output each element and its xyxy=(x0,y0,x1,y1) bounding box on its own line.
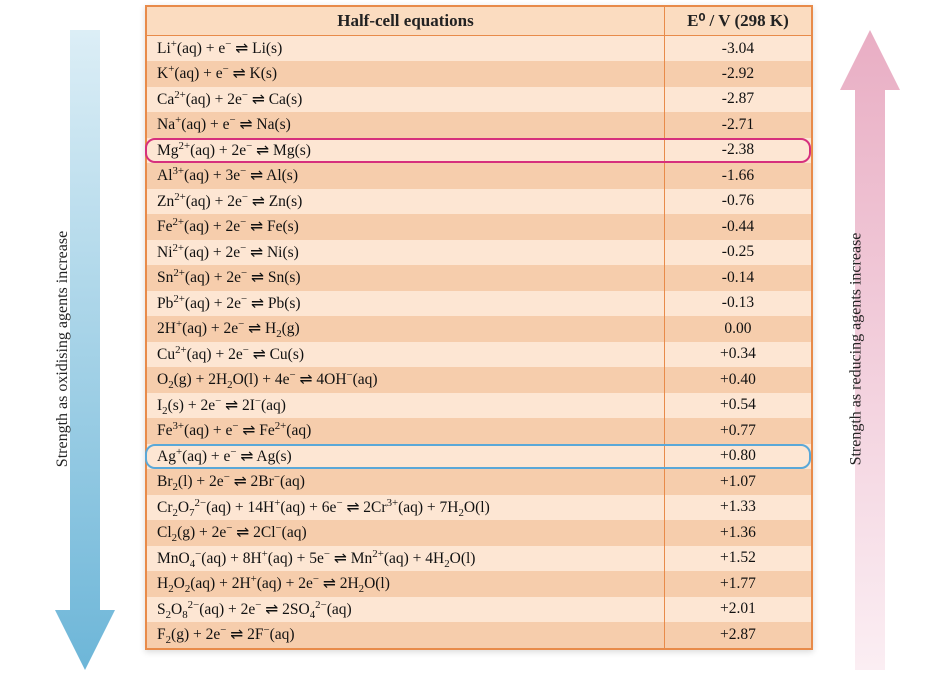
potential-cell: -2.71 xyxy=(664,112,811,138)
equation-cell: Al3+(aq) + 3e− ⇌ Al(s) xyxy=(147,163,664,189)
table-row: Cr2O72−(aq) + 14H+(aq) + 6e− ⇌ 2Cr3+(aq)… xyxy=(147,495,811,521)
table-row: Pb2+(aq) + 2e− ⇌ Pb(s)-0.13 xyxy=(147,291,811,317)
equation-cell: H2O2(aq) + 2H+(aq) + 2e− ⇌ 2H2O(l) xyxy=(147,571,664,597)
table-row: Cl2(g) + 2e− ⇌ 2Cl−(aq)+1.36 xyxy=(147,520,811,546)
potential-cell: -2.92 xyxy=(664,61,811,87)
table-row: Sn2+(aq) + 2e− ⇌ Sn(s)-0.14 xyxy=(147,265,811,291)
equation-cell: Cr2O72−(aq) + 14H+(aq) + 6e− ⇌ 2Cr3+(aq)… xyxy=(147,495,664,521)
potentials-table-wrap: Half-cell equations E⁰ / V (298 K) Li+(a… xyxy=(145,5,813,650)
equation-cell: Li+(aq) + e− ⇌ Li(s) xyxy=(147,36,664,62)
header-potential: E⁰ / V (298 K) xyxy=(664,7,811,36)
potential-cell: -0.25 xyxy=(664,240,811,266)
potential-cell: -0.13 xyxy=(664,291,811,317)
table-row: 2H+(aq) + 2e− ⇌ H2(g)0.00 xyxy=(147,316,811,342)
oxidising-label: Strength as oxidising agents increase xyxy=(54,231,72,467)
reducing-strength-arrow: Strength as reducing agents increase xyxy=(840,30,900,670)
table-row: Fe2+(aq) + 2e− ⇌ Fe(s)-0.44 xyxy=(147,214,811,240)
equation-cell: Ni2+(aq) + 2e− ⇌ Ni(s) xyxy=(147,240,664,266)
potential-cell: +0.77 xyxy=(664,418,811,444)
equation-cell: 2H+(aq) + 2e− ⇌ H2(g) xyxy=(147,316,664,342)
potential-cell: 0.00 xyxy=(664,316,811,342)
oxidising-strength-arrow: Strength as oxidising agents increase xyxy=(55,30,115,670)
equation-cell: Fe3+(aq) + e− ⇌ Fe2+(aq) xyxy=(147,418,664,444)
table-row: Zn2+(aq) + 2e− ⇌ Zn(s)-0.76 xyxy=(147,189,811,215)
table-row: H2O2(aq) + 2H+(aq) + 2e− ⇌ 2H2O(l)+1.77 xyxy=(147,571,811,597)
potential-cell: -0.44 xyxy=(664,214,811,240)
potential-cell: +1.52 xyxy=(664,546,811,572)
electrochemical-series-diagram: Strength as oxidising agents increase St… xyxy=(0,0,926,698)
potential-cell: +1.07 xyxy=(664,469,811,495)
equation-cell: Cl2(g) + 2e− ⇌ 2Cl−(aq) xyxy=(147,520,664,546)
equation-cell: S2O82−(aq) + 2e− ⇌ 2SO42−(aq) xyxy=(147,597,664,623)
table-row: Ni2+(aq) + 2e− ⇌ Ni(s)-0.25 xyxy=(147,240,811,266)
potential-cell: +0.34 xyxy=(664,342,811,368)
equation-cell: F2(g) + 2e− ⇌ 2F−(aq) xyxy=(147,622,664,648)
table-row: I2(s) + 2e− ⇌ 2I−(aq)+0.54 xyxy=(147,393,811,419)
potentials-table: Half-cell equations E⁰ / V (298 K) Li+(a… xyxy=(147,7,811,648)
table-row: Fe3+(aq) + e− ⇌ Fe2+(aq)+0.77 xyxy=(147,418,811,444)
potential-cell: -2.38 xyxy=(664,138,811,164)
equation-cell: I2(s) + 2e− ⇌ 2I−(aq) xyxy=(147,393,664,419)
reducing-label: Strength as reducing agents increase xyxy=(847,233,865,466)
equation-cell: Sn2+(aq) + 2e− ⇌ Sn(s) xyxy=(147,265,664,291)
equation-cell: Zn2+(aq) + 2e− ⇌ Zn(s) xyxy=(147,189,664,215)
potential-cell: -3.04 xyxy=(664,36,811,62)
equation-cell: MnO4−(aq) + 8H+(aq) + 5e− ⇌ Mn2+(aq) + 4… xyxy=(147,546,664,572)
table-row: K+(aq) + e− ⇌ K(s)-2.92 xyxy=(147,61,811,87)
table-row: Na+(aq) + e− ⇌ Na(s)-2.71 xyxy=(147,112,811,138)
equation-cell: O2(g) + 2H2O(l) + 4e− ⇌ 4OH−(aq) xyxy=(147,367,664,393)
equation-cell: Na+(aq) + e− ⇌ Na(s) xyxy=(147,112,664,138)
potential-cell: -0.76 xyxy=(664,189,811,215)
equation-cell: Pb2+(aq) + 2e− ⇌ Pb(s) xyxy=(147,291,664,317)
equation-cell: Ca2+(aq) + 2e− ⇌ Ca(s) xyxy=(147,87,664,113)
table-header-row: Half-cell equations E⁰ / V (298 K) xyxy=(147,7,811,36)
potential-cell: -1.66 xyxy=(664,163,811,189)
table-row: Li+(aq) + e− ⇌ Li(s)-3.04 xyxy=(147,36,811,62)
header-equations: Half-cell equations xyxy=(147,7,664,36)
potential-cell: +0.80 xyxy=(664,444,811,470)
table-row: Al3+(aq) + 3e− ⇌ Al(s)-1.66 xyxy=(147,163,811,189)
potential-cell: +2.01 xyxy=(664,597,811,623)
table-row: Br2(l) + 2e− ⇌ 2Br−(aq)+1.07 xyxy=(147,469,811,495)
table-row: Cu2+(aq) + 2e− ⇌ Cu(s)+0.34 xyxy=(147,342,811,368)
table-row: Ca2+(aq) + 2e− ⇌ Ca(s)-2.87 xyxy=(147,87,811,113)
potential-cell: +0.54 xyxy=(664,393,811,419)
equation-cell: Br2(l) + 2e− ⇌ 2Br−(aq) xyxy=(147,469,664,495)
potential-cell: +2.87 xyxy=(664,622,811,648)
potential-cell: +0.40 xyxy=(664,367,811,393)
table-row: F2(g) + 2e− ⇌ 2F−(aq)+2.87 xyxy=(147,622,811,648)
table-body: Li+(aq) + e− ⇌ Li(s)-3.04K+(aq) + e− ⇌ K… xyxy=(147,36,811,648)
potential-cell: +1.77 xyxy=(664,571,811,597)
table-row: Mg2+(aq) + 2e− ⇌ Mg(s)-2.38 xyxy=(147,138,811,164)
table-row: S2O82−(aq) + 2e− ⇌ 2SO42−(aq)+2.01 xyxy=(147,597,811,623)
equation-cell: Ag+(aq) + e− ⇌ Ag(s) xyxy=(147,444,664,470)
table-row: MnO4−(aq) + 8H+(aq) + 5e− ⇌ Mn2+(aq) + 4… xyxy=(147,546,811,572)
table-row: O2(g) + 2H2O(l) + 4e− ⇌ 4OH−(aq)+0.40 xyxy=(147,367,811,393)
potential-cell: +1.36 xyxy=(664,520,811,546)
equation-cell: Fe2+(aq) + 2e− ⇌ Fe(s) xyxy=(147,214,664,240)
equation-cell: K+(aq) + e− ⇌ K(s) xyxy=(147,61,664,87)
equation-cell: Cu2+(aq) + 2e− ⇌ Cu(s) xyxy=(147,342,664,368)
potential-cell: -2.87 xyxy=(664,87,811,113)
table-row: Ag+(aq) + e− ⇌ Ag(s)+0.80 xyxy=(147,444,811,470)
potential-cell: -0.14 xyxy=(664,265,811,291)
potential-cell: +1.33 xyxy=(664,495,811,521)
equation-cell: Mg2+(aq) + 2e− ⇌ Mg(s) xyxy=(147,138,664,164)
